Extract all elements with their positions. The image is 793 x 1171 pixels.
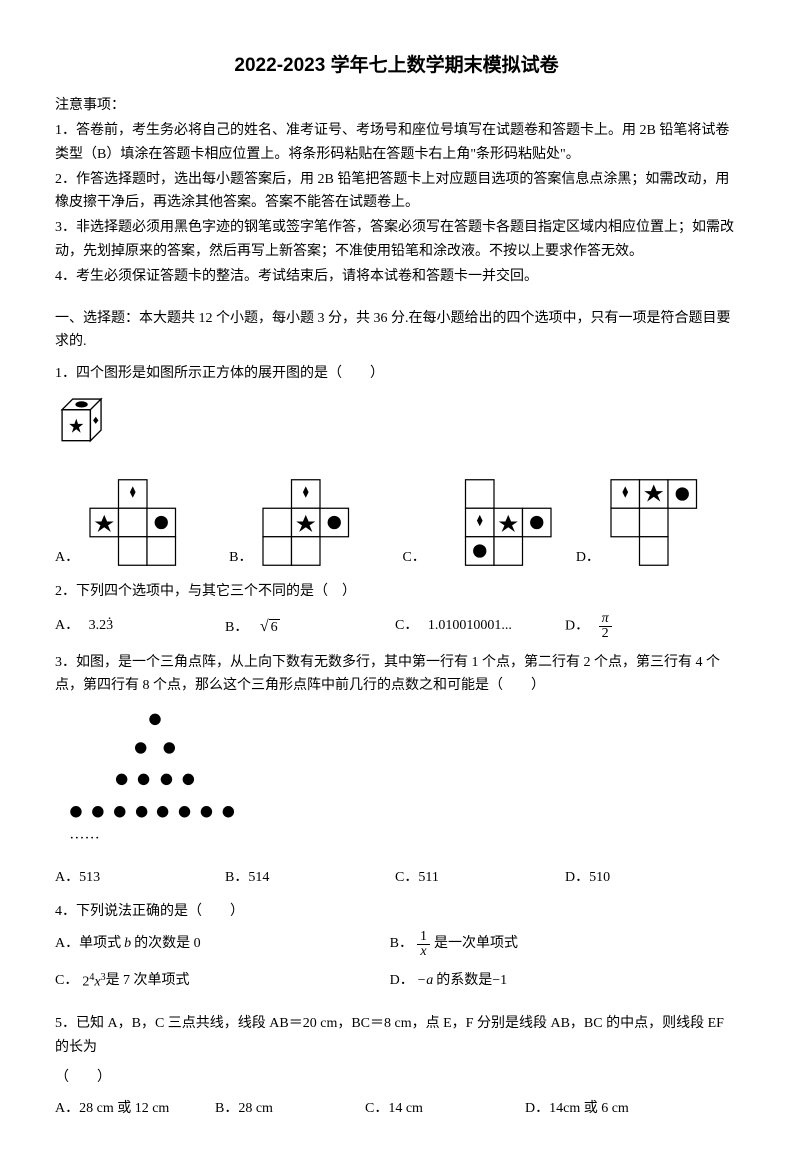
q2-a-val1: 3.2	[89, 618, 107, 633]
q1-option-c: C．	[402, 475, 555, 570]
frac-num: 1	[417, 930, 430, 945]
net-d-icon	[606, 475, 730, 570]
instruction-item: 2．作答选择题时，选出每小题答案后，用 2B 铅笔把答题卡上对应题目选项的答案信…	[55, 168, 738, 216]
sqrt-icon: 6	[258, 613, 280, 640]
q4-stem: 4．下列说法正确的是（ ）	[55, 900, 738, 924]
q2-stem: 2．下列四个选项中，与其它三个不同的是（ ）	[55, 580, 738, 604]
section1-header: 一、选择题：本大题共 12 个小题，每小题 3 分，共 36 分.在每小题给出的…	[55, 307, 738, 355]
q2-a-val2: 3	[106, 618, 113, 633]
q4d-mid: −a	[417, 969, 433, 993]
q4b-label: B．	[390, 932, 413, 956]
q2-option-b: B． 6	[225, 613, 395, 640]
q2-option-a: A． 3.23	[55, 614, 225, 638]
q3-option-a: A．513	[55, 866, 225, 890]
q1-option-b: B．	[229, 475, 382, 570]
q5-option-b: B．28 cm	[215, 1097, 365, 1121]
q2-a-value: 3.23	[89, 618, 114, 633]
q5-option-d: D．14cm 或 6 cm	[525, 1097, 695, 1121]
q4c-post: 是 7 次单项式	[106, 969, 190, 993]
instruction-item: 4．考生必须保证答题卡的整洁。考试结束后，请将本试卷和答题卡一并交回。	[55, 265, 738, 289]
triangle-dots-icon: ……	[55, 704, 255, 849]
q4a-post: 的次数是 0	[134, 932, 201, 956]
fraction-icon: 1 x	[417, 930, 430, 959]
option-label: D．	[576, 546, 600, 570]
q2-option-c: C． 1.010010001...	[395, 614, 565, 638]
q3-options: A．513 B．514 C．511 D．510	[55, 866, 738, 890]
frac-den: 2	[599, 627, 612, 641]
instruction-item: 3．非选择题必须用黑色字迹的钢笔或签字笔作答，答案必须写在答题卡各题目指定区域内…	[55, 216, 738, 264]
q4c-label: C．	[55, 969, 78, 993]
q4d-post: 的系数是	[436, 969, 492, 993]
q2-options: A． 3.23 B． 6 C． 1.010010001... D． π 2	[55, 612, 738, 641]
q2-option-d: D． π 2	[565, 612, 735, 641]
q1-stem: 1．四个图形是如图所示正方体的展开图的是（ ）	[55, 362, 738, 386]
q3-option-b: B．514	[225, 866, 395, 890]
q4a-mid: b	[124, 932, 131, 956]
q5-stem-2: （ ）	[55, 1066, 738, 1090]
option-label: B．	[229, 546, 252, 570]
option-label: B．	[225, 620, 248, 635]
option-label: A．	[55, 618, 79, 633]
instructions-block: 注意事项： 1．答卷前，考生务必将自己的姓名、准考证号、考场号和座位号填写在试题…	[55, 94, 738, 288]
option-label: C．	[402, 546, 425, 570]
frac-num: π	[599, 612, 612, 627]
q1-option-a: A．	[55, 475, 209, 570]
q1-cube-figure	[55, 392, 738, 463]
q3-figure: ……	[55, 704, 738, 858]
fraction-icon: π 2	[599, 612, 612, 641]
q4b-post: 是一次单项式	[434, 932, 518, 956]
net-b-icon	[258, 475, 382, 570]
svg-text:……: ……	[69, 826, 99, 843]
instruction-item: 1．答卷前，考生务必将自己的姓名、准考证号、考场号和座位号填写在试题卷和答题卡上…	[55, 119, 738, 167]
q4d-label: D．	[390, 969, 414, 993]
net-a-icon	[85, 475, 209, 570]
page-title: 2022-2023 学年七上数学期末模拟试卷	[55, 50, 738, 82]
frac-den: x	[417, 945, 429, 959]
q4c-expr: 24x3	[82, 969, 105, 994]
q4a-pre: A．单项式	[55, 932, 121, 956]
q5-stem-1: 5．已知 A，B，C 三点共线，线段 AB＝20 cm，BC＝8 cm，点 E，…	[55, 1012, 738, 1060]
q2-c-value: 1.010010001...	[428, 618, 512, 633]
instructions-label: 注意事项：	[55, 94, 738, 118]
net-c-icon	[432, 475, 556, 570]
option-label: D．	[565, 618, 589, 633]
option-label: A．	[55, 546, 79, 570]
q1-options: A． B．	[55, 475, 738, 570]
q4-option-b: B． 1 x 是一次单项式	[390, 930, 725, 959]
q4-option-c: C． 24x3 是 7 次单项式	[55, 969, 390, 994]
q4-options: A．单项式 b 的次数是 0 B． 1 x 是一次单项式 C． 24x3 是 7…	[55, 930, 738, 1004]
q3-option-c: C．511	[395, 866, 565, 890]
q5-options: A．28 cm 或 12 cm B．28 cm C．14 cm D．14cm 或…	[55, 1097, 738, 1121]
q4-option-a: A．单项式 b 的次数是 0	[55, 930, 390, 959]
option-label: C．	[395, 618, 418, 633]
q5-option-c: C．14 cm	[365, 1097, 525, 1121]
q5-option-a: A．28 cm 或 12 cm	[55, 1097, 215, 1121]
q4d-val: −1	[492, 969, 507, 993]
cube-icon	[55, 392, 117, 454]
q3-stem: 3．如图，是一个三角点阵，从上向下数有无数多行，其中第一行有 1 个点，第二行有…	[55, 651, 738, 699]
q4-option-d: D． −a 的系数是 −1	[390, 969, 725, 994]
q3-option-d: D．510	[565, 866, 735, 890]
q1-option-d: D．	[576, 475, 730, 570]
